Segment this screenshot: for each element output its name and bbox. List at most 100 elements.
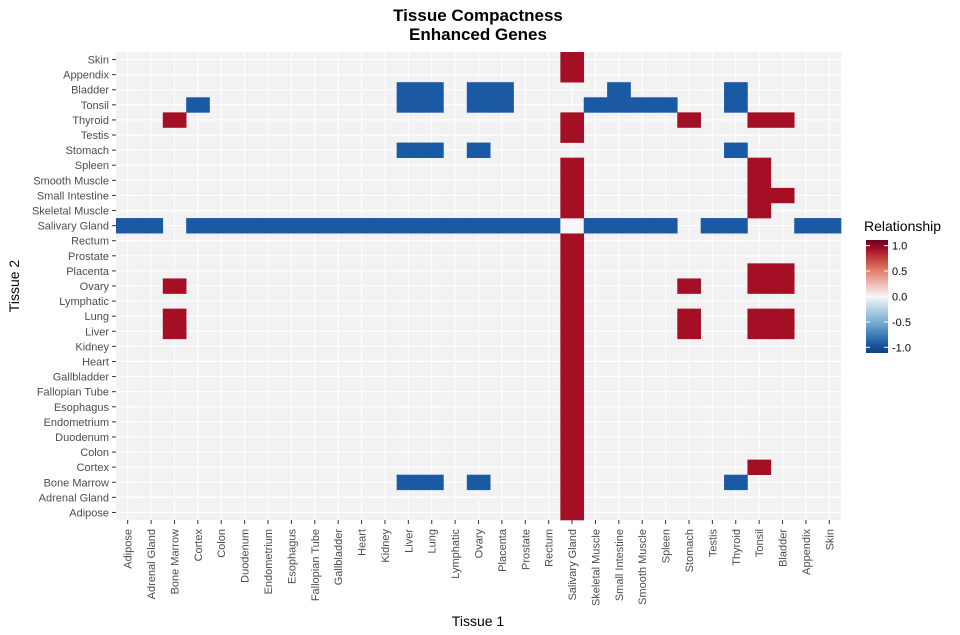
heatmap-cell <box>560 187 585 204</box>
heatmap-cell <box>209 218 234 234</box>
y-tick-label: Rectum <box>71 236 109 248</box>
heatmap-cell <box>747 308 772 325</box>
heatmap-cell <box>560 504 585 521</box>
heatmap-cell <box>560 67 585 83</box>
heatmap-cell <box>162 112 187 128</box>
x-tick-label: Spleen <box>661 529 673 563</box>
heatmap-cell <box>560 278 585 294</box>
heatmap-cell <box>490 218 514 234</box>
heatmap-cell <box>770 263 795 279</box>
heatmap-cell <box>747 112 772 128</box>
x-tick-label: Small Intestine <box>614 529 626 601</box>
heatmap-cell <box>560 399 585 415</box>
heatmap-cell <box>817 218 842 234</box>
heatmap-cell <box>770 308 795 325</box>
heatmap-cell <box>747 172 772 189</box>
heatmap-cell <box>420 474 444 491</box>
heatmap-cell <box>490 97 514 113</box>
y-tick-label: Endometrium <box>44 417 109 429</box>
heatmap-cell <box>560 263 585 279</box>
heatmap-cell <box>700 218 725 234</box>
x-tick-label: Salivary Gland <box>567 529 579 601</box>
x-tick-label: Heart <box>357 529 369 556</box>
y-tick-label: Colon <box>80 447 109 459</box>
heatmap-cell <box>560 489 585 506</box>
legend-ticks: 1.0 0.5 0.0 -0.5 -1.0 <box>866 241 911 354</box>
x-tick-label: Cortex <box>193 529 205 562</box>
heatmap-cell <box>607 97 631 113</box>
heatmap-cell <box>420 97 444 113</box>
heatmap-cell <box>466 82 491 98</box>
heatmap-cell <box>162 323 187 340</box>
x-tick-label: Rectum <box>544 529 556 567</box>
heatmap-cell <box>583 218 608 234</box>
heatmap-cell <box>560 429 585 445</box>
x-tick-label: Lymphatic <box>450 529 462 579</box>
heatmap-cell <box>653 97 678 113</box>
heatmap-cell <box>560 444 585 460</box>
x-tick-label: Skin <box>824 529 836 550</box>
x-tick-label: Fallopian Tube <box>310 529 322 601</box>
y-axis-title: Tissue 2 <box>6 260 22 313</box>
legend-tick-label: -0.5 <box>892 317 911 329</box>
heatmap-cell <box>466 97 491 113</box>
heatmap-cell <box>560 112 585 128</box>
heatmap-cell <box>770 187 795 204</box>
heatmap-cell <box>770 112 795 128</box>
heatmap-cell <box>420 142 444 158</box>
x-tick-label: Tonsil <box>754 529 766 557</box>
heatmap-cell <box>560 323 585 340</box>
y-tick-label: Thyroid <box>72 115 109 127</box>
heatmap-cell <box>560 459 585 476</box>
x-tick-label: Skeletal Muscle <box>590 529 602 606</box>
y-tick-label: Adipose <box>69 507 109 519</box>
chart-title: Tissue Compactness <box>393 6 563 25</box>
y-tick-label: Prostate <box>68 251 109 263</box>
heatmap-cell <box>396 474 421 491</box>
x-tick-label: Endometrium <box>263 529 275 594</box>
heatmap-cell <box>560 293 585 309</box>
heatmap-cell <box>653 218 678 234</box>
x-tick-label: Kidney <box>380 529 392 563</box>
x-tick-label: Testis <box>707 529 719 558</box>
y-tick-label: Kidney <box>75 341 109 353</box>
x-tick-label: Ovary <box>474 529 486 559</box>
y-tick-label: Esophagus <box>54 402 110 414</box>
heatmap-cell <box>466 218 491 234</box>
heatmap-cell <box>560 157 585 174</box>
heatmap-cell <box>560 52 585 68</box>
heatmap-cell <box>373 218 397 234</box>
y-tick-label: Skeletal Muscle <box>32 206 109 218</box>
heatmap-cell <box>560 233 585 249</box>
heatmap-cell <box>747 187 772 204</box>
heatmap-cell <box>560 202 585 219</box>
x-tick-label: Colon <box>216 529 228 558</box>
heatmap-cell <box>420 82 444 98</box>
heatmap-cell <box>303 218 327 234</box>
heatmap-cell <box>630 218 655 234</box>
heatmap-cell <box>162 308 187 325</box>
heatmap-cell <box>747 323 772 340</box>
y-tick-label: Lung <box>85 311 109 323</box>
y-tick-label: Spleen <box>75 160 109 172</box>
y-tick-label: Cortex <box>77 462 110 474</box>
y-tick-label: Smooth Muscle <box>33 175 109 187</box>
y-tick-label: Testis <box>81 130 110 142</box>
heatmap-cell <box>770 278 795 294</box>
y-tick-label: Skin <box>88 55 109 67</box>
y-axis: Adipose Adrenal Gland Bone Marrow Cortex Col… <box>32 55 116 519</box>
y-tick-label: Placenta <box>66 266 110 278</box>
y-tick-label: Stomach <box>66 145 109 157</box>
x-tick-label: Placenta <box>497 528 509 572</box>
heatmap-cell <box>560 474 585 491</box>
y-tick-label: Heart <box>82 356 109 368</box>
heatmap-cell <box>607 218 631 234</box>
heatmap-cell <box>677 112 701 128</box>
heatmap-cell <box>443 218 468 234</box>
x-tick-label: Liver <box>403 529 415 553</box>
x-tick-label: Bone Marrow <box>169 529 181 594</box>
heatmap-cell <box>630 97 655 113</box>
legend-tick-label: 1.0 <box>892 241 907 253</box>
heatmap-cell <box>560 127 585 143</box>
